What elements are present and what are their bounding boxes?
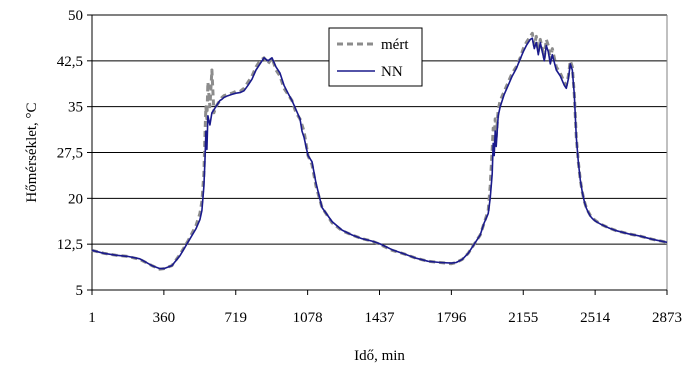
- x-tick-label-6: 2155: [508, 310, 538, 326]
- y-axis: 5 12,5 20 27,5 35 42,5 50: [57, 8, 92, 299]
- y-tick-label-0: 5: [76, 283, 84, 299]
- legend-label-nn: NN: [381, 64, 403, 80]
- x-tick-label-7: 2514: [580, 310, 611, 326]
- x-tick-label-8: 2873: [652, 310, 682, 326]
- series-line-0: [91, 31, 668, 271]
- x-axis: 1 360 719 1078 1437 1796 2155 2514 2873: [88, 290, 682, 326]
- y-tick-label-2: 20: [68, 191, 83, 207]
- x-axis-title: Idő, min: [354, 348, 405, 364]
- y-axis-title: Hőmérséklet, °C: [24, 102, 40, 202]
- y-tick-label-1: 12,5: [57, 237, 83, 253]
- x-tick-label-2: 719: [225, 310, 248, 326]
- x-tick-label-0: 1: [88, 310, 96, 326]
- series-layer: [91, 31, 668, 271]
- y-tick-label-6: 50: [68, 8, 83, 24]
- x-tick-label-5: 1796: [436, 310, 467, 326]
- x-tick-label-1: 360: [153, 310, 176, 326]
- y-tick-label-4: 35: [68, 100, 83, 116]
- x-tick-label-3: 1078: [293, 310, 323, 326]
- x-tick-label-4: 1437: [365, 310, 396, 326]
- legend-label-mert: mért: [381, 37, 409, 53]
- series-line-1: [91, 37, 668, 270]
- legend: mért NN: [328, 27, 423, 87]
- legend-box: [328, 27, 423, 87]
- y-tick-label-5: 42,5: [57, 54, 83, 70]
- y-tick-label-3: 27,5: [57, 146, 83, 162]
